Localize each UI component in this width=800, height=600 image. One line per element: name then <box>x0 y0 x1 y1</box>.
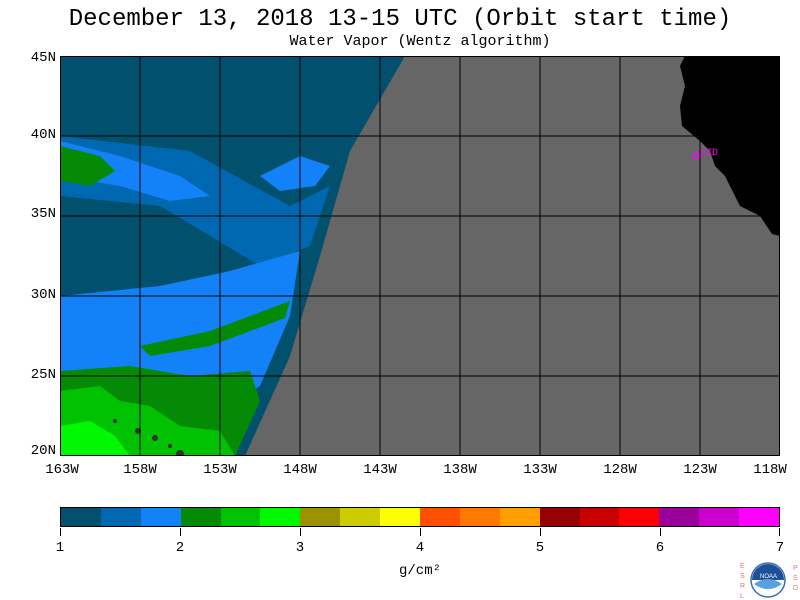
noaa-logo: E S R L NOAA P S D <box>740 562 798 600</box>
lat-label-25n: 25N <box>30 367 56 383</box>
legend-swatch-12 <box>499 508 540 526</box>
legend-swatch-2 <box>100 508 141 526</box>
legend-tick-6 <box>660 528 661 536</box>
swath-green-band <box>140 301 290 356</box>
legend-label-7: 7 <box>775 540 785 556</box>
station-label: CZD <box>700 148 718 159</box>
station-marker <box>692 152 700 160</box>
legend-label-1: 1 <box>55 540 65 556</box>
hawaii-island-5 <box>176 450 184 456</box>
logo-center-text: NOAA <box>760 574 777 580</box>
map-image: CZD <box>60 56 780 456</box>
logo-letter-l: L <box>740 593 744 600</box>
legend-swatch-10 <box>420 508 460 526</box>
lon-label-118w: 118W <box>753 462 787 478</box>
hawaii-island-3 <box>152 435 158 441</box>
logo-letter-e: E <box>740 563 745 570</box>
legend-swatch-1 <box>61 508 101 526</box>
lat-label-35n: 35N <box>30 206 56 222</box>
legend-swatch-8 <box>340 508 381 526</box>
logo-letter-r: R <box>740 583 745 590</box>
logo-letter-p: P <box>793 565 798 572</box>
legend-swatch-14 <box>579 508 620 526</box>
legend-swatch-7 <box>300 508 341 526</box>
hawaii-island-1 <box>113 419 117 423</box>
water-vapor-map: CZD <box>60 56 780 456</box>
legend-tick-1 <box>60 528 61 536</box>
logo-letter-s1: S <box>740 573 745 580</box>
legend-swatch-11 <box>459 508 500 526</box>
logo-letter-d: D <box>793 585 798 592</box>
legend-swatch-16 <box>659 508 700 526</box>
lon-label-123w: 123W <box>683 462 717 478</box>
legend-label-3: 3 <box>295 540 305 556</box>
legend-swatch-9 <box>380 508 421 526</box>
legend-tick-3 <box>300 528 301 536</box>
legend-swatch-18 <box>739 508 780 526</box>
lon-label-133w: 133W <box>523 462 557 478</box>
logo-letter-s2: S <box>793 575 798 582</box>
legend-swatch-6 <box>260 508 301 526</box>
lon-label-153w: 153W <box>203 462 237 478</box>
lon-label-128w: 128W <box>603 462 637 478</box>
us-west-coast-land <box>680 56 780 236</box>
legend-swatch-5 <box>220 508 261 526</box>
lon-label-158w: 158W <box>123 462 157 478</box>
swath-green-north <box>60 146 115 186</box>
swath-lime-south <box>60 421 130 456</box>
legend-tick-7 <box>779 528 780 536</box>
lon-label-138w: 138W <box>443 462 477 478</box>
legend-unit-label: g/cm² <box>398 563 441 579</box>
lon-label-143w: 143W <box>363 462 397 478</box>
legend-swatch-15 <box>619 508 660 526</box>
legend-label-6: 6 <box>655 540 665 556</box>
legend-label-2: 2 <box>175 540 185 556</box>
lat-label-40n: 40N <box>30 127 56 143</box>
map-title: December 13, 2018 13-15 UTC (Orbit start… <box>68 6 732 33</box>
lat-label-45n: 45N <box>30 50 56 66</box>
map-subtitle: Water Vapor (Wentz algorithm) <box>289 33 551 50</box>
lat-lon-grid <box>60 56 780 456</box>
color-scale-bar <box>60 507 780 527</box>
legend-label-4: 4 <box>415 540 425 556</box>
legend-tick-5 <box>540 528 541 536</box>
legend-tick-4 <box>420 528 421 536</box>
legend-swatch-13 <box>539 508 580 526</box>
hawaii-island-4 <box>168 444 172 448</box>
legend-label-5: 5 <box>535 540 545 556</box>
legend-swatch-4 <box>180 508 221 526</box>
lat-label-20n: 20N <box>30 443 56 459</box>
lat-label-30n: 30N <box>30 287 56 303</box>
legend-tick-2 <box>180 528 181 536</box>
legend-swatch-3 <box>140 508 181 526</box>
legend-swatch-17 <box>699 508 740 526</box>
lon-label-163w: 163W <box>45 462 79 478</box>
lon-label-148w: 148W <box>283 462 317 478</box>
swath-bright-blue-upper <box>260 156 330 191</box>
